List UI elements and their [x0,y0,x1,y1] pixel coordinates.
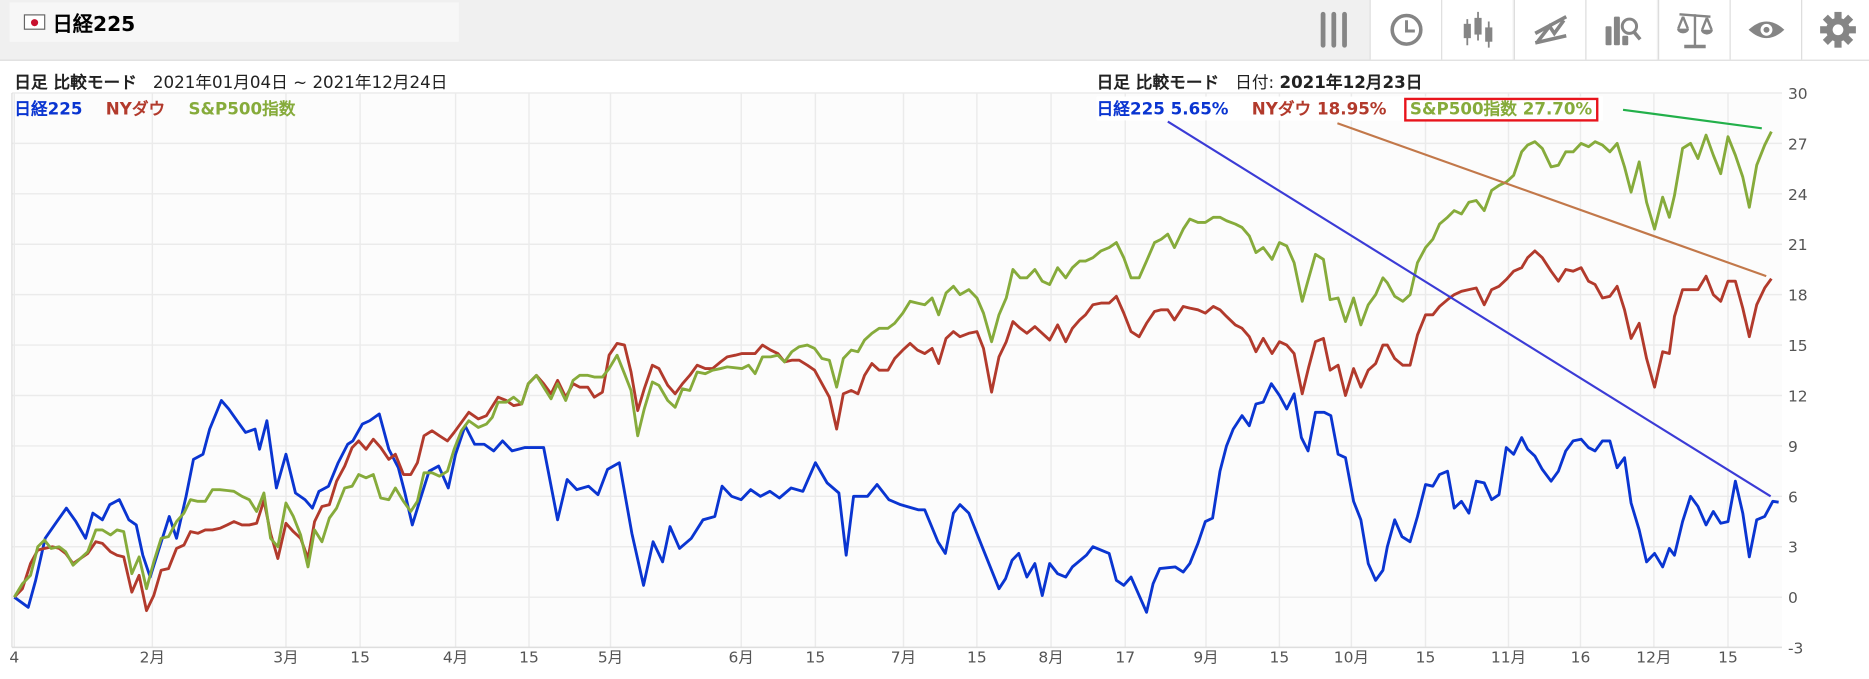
series-line-nikkei [13,382,1779,614]
x-tick-label: 6月 [729,649,754,667]
y-tick-label: 9 [1788,438,1798,456]
value-sp500-pct: 27.70% [1522,100,1593,120]
trend-lines[interactable] [1167,108,1772,498]
y-tick-label: 24 [1788,186,1808,204]
settings-button[interactable] [1801,0,1869,60]
period-button[interactable] [1369,0,1442,60]
plot-background [11,92,1782,648]
mode-label-right: 日足 比較モード [1096,73,1220,93]
cursor-date: 2021年12月23日 [1279,73,1423,93]
x-tick-label: 15 [806,649,826,667]
japan-flag-icon [23,14,46,30]
value-dow-name: NYダウ [1251,100,1312,120]
y-tick-label: 27 [1788,135,1808,153]
y-tick-label: 21 [1788,236,1808,254]
balance-scale-icon [1676,13,1713,49]
y-tick-label: 15 [1788,337,1808,355]
legend-sp500[interactable]: S&P500指数 [188,100,296,120]
y-tick-label: -3 [1788,640,1803,658]
value-sp500-highlighted: S&P500指数 27.70% [1403,97,1599,122]
legend-nikkei[interactable]: 日経225 [14,100,83,120]
instrument-title: 日経225 [52,13,136,37]
x-axis-labels: 4 2月 3月 15 4月 15 5月 6月 15 7月 15 8月 17 9月 15 10月 15 11月 16 1… [9,649,1738,667]
trendline-trend_sp500[interactable] [1622,108,1762,130]
y-tick-label: 3 [1788,539,1798,557]
indicator-search-button[interactable] [1585,0,1657,60]
eye-icon [1748,21,1784,39]
y-tick-label: 18 [1788,287,1808,305]
value-nikkei-pct: 5.65% [1170,100,1229,120]
x-tick-label: 15 [519,649,539,667]
date-label: 日付: [1235,73,1275,93]
x-tick-label: 7月 [891,649,916,667]
date-range: 2021年01月04日 ~ 2021年12月24日 [152,73,448,93]
grid [11,92,1782,649]
x-tick-label: 3月 [273,649,298,667]
x-tick-label: 15 [967,649,987,667]
value-sp500-name: S&P500指数 [1409,100,1517,120]
value-nikkei: 日経225 5.65% [1097,100,1229,119]
y-tick-label: 12 [1788,387,1808,405]
x-tick-label: 9月 [1193,649,1218,667]
range-info: 日足 比較モード 2021年01月04日 ~ 2021年12月24日 [14,70,447,94]
mode-label: 日足 比較モード [14,73,137,93]
x-tick-label: 2月 [140,649,165,667]
menu-bars-icon [1320,11,1347,48]
header-bar: 日経225 [0,0,1869,61]
x-tick-label: 17 [1115,649,1135,667]
series-lines [13,130,1779,614]
y-tick-label: 0 [1788,589,1798,607]
view-button[interactable] [1729,0,1802,60]
instrument-title-box[interactable]: 日経225 [9,2,459,42]
y-axis-labels: -3 0 3 6 9 12 15 18 21 24 27 30 [1788,85,1808,658]
x-tick-label: 11月 [1491,649,1526,667]
bar-search-icon [1604,16,1641,46]
x-tick-label: 12月 [1636,649,1671,667]
value-dow-pct: 18.95% [1317,100,1387,120]
menu-bars-button[interactable] [1298,0,1370,60]
x-tick-label: 5月 [598,649,623,667]
value-legend: 日経225 5.65% NYダウ 18.95% S&P500指数 27.70% [1096,96,1603,122]
value-dow: NYダウ 18.95% [1252,100,1387,119]
legend-dow[interactable]: NYダウ [105,100,166,120]
x-tick-label: 4月 [443,649,468,667]
x-tick-label: 10月 [1334,649,1369,667]
series-line-sp500 [13,130,1773,598]
x-tick-label: 4 [9,649,19,667]
drawing-tool-icon [1533,15,1567,45]
compare-button[interactable] [1658,0,1730,60]
cursor-info: 日足 比較モード 日付: 2021年12月23日 [1097,70,1423,94]
trendline-trend_dow[interactable] [1337,122,1767,278]
candlestick-icon [1463,11,1492,48]
x-tick-label: 8月 [1038,649,1063,667]
trendline-trend_nikkei[interactable] [1167,120,1772,498]
x-tick-label: 15 [1416,649,1436,667]
x-tick-label: 16 [1571,649,1591,667]
y-tick-label: 30 [1788,85,1808,103]
y-tick-label: 6 [1788,488,1798,506]
legend: 日経225 NYダウ S&P500指数 [14,97,295,121]
x-tick-label: 15 [1718,649,1738,667]
value-nikkei-name: 日経225 [1096,100,1165,120]
x-tick-label: 15 [1270,649,1290,667]
clock-icon [1389,13,1423,46]
chart-type-button[interactable] [1441,0,1513,60]
x-tick-label: 15 [350,649,370,667]
drawing-tool-button[interactable] [1513,0,1586,60]
gear-icon [1819,11,1856,48]
